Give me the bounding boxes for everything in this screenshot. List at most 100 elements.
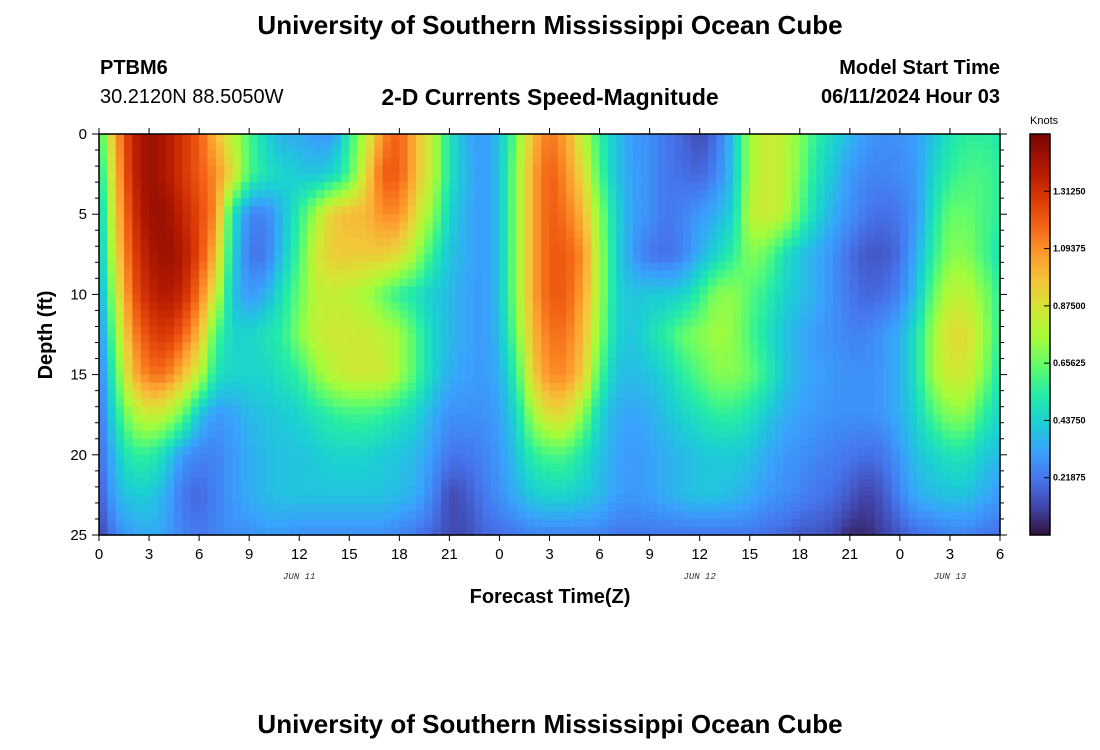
heatmap-cell	[949, 222, 959, 231]
heatmap-cell	[516, 382, 526, 392]
heatmap-cell	[149, 446, 158, 456]
heatmap-cell	[541, 470, 551, 480]
heatmap-cell	[290, 502, 300, 512]
heatmap-cell	[357, 134, 367, 143]
heatmap-cell	[933, 278, 943, 287]
heatmap-cell	[749, 294, 759, 304]
heatmap-cell	[949, 230, 959, 239]
heatmap-cell	[824, 382, 834, 392]
heatmap-cell	[140, 182, 150, 191]
heatmap-cell	[132, 150, 142, 159]
heatmap-cell	[349, 462, 359, 472]
heatmap-cell	[649, 174, 659, 183]
heatmap-cell	[791, 214, 801, 223]
heatmap-cell	[365, 422, 375, 432]
heatmap-cell	[374, 430, 384, 440]
heatmap-cell	[249, 350, 259, 360]
heatmap-cell	[374, 454, 384, 464]
heatmap-cell	[107, 438, 117, 448]
heatmap-cell	[691, 206, 701, 215]
heatmap-cell	[824, 422, 834, 432]
heatmap-cell	[858, 494, 868, 504]
heatmap-cell	[374, 414, 384, 424]
heatmap-cell	[974, 198, 984, 207]
heatmap-cell	[766, 278, 776, 287]
heatmap-cell	[115, 310, 125, 320]
heatmap-cell	[424, 214, 434, 223]
heatmap-cell	[708, 390, 717, 400]
heatmap-cell	[224, 262, 234, 271]
heatmap-cell	[908, 158, 918, 167]
heatmap-cell	[541, 486, 551, 496]
heatmap-cell	[199, 462, 209, 472]
heatmap-cell	[699, 150, 709, 159]
heatmap-cell	[165, 438, 175, 448]
heatmap-cell	[924, 190, 934, 199]
heatmap-cell	[449, 158, 459, 167]
heatmap-cell	[149, 286, 158, 295]
heatmap-cell	[758, 270, 767, 279]
heatmap-cell	[407, 302, 417, 312]
heatmap-cell	[99, 302, 108, 312]
heatmap-cell	[107, 454, 117, 464]
heatmap-cell	[140, 390, 150, 400]
heatmap-cell	[899, 318, 909, 328]
heatmap-cell	[165, 366, 175, 376]
heatmap-cell	[874, 206, 884, 215]
heatmap-cell	[874, 270, 884, 279]
heatmap-cell	[566, 406, 576, 416]
heatmap-cell	[724, 246, 734, 255]
heatmap-cell	[265, 390, 275, 400]
heatmap-cell	[207, 166, 217, 175]
heatmap-cell	[374, 390, 384, 400]
heatmap-cell	[157, 358, 167, 368]
heatmap-cell	[874, 382, 884, 392]
heatmap-cell	[891, 142, 901, 151]
heatmap-cell	[758, 406, 767, 416]
heatmap-cell	[958, 350, 968, 360]
heatmap-cell	[741, 262, 751, 271]
heatmap-cell	[566, 390, 576, 400]
heatmap-cell	[883, 270, 893, 279]
heatmap-cell	[783, 254, 793, 263]
heatmap-cell	[207, 246, 217, 255]
heatmap-cell	[299, 270, 309, 279]
heatmap-cell	[724, 182, 734, 191]
heatmap-cell	[816, 462, 826, 472]
heatmap-cell	[908, 438, 918, 448]
heatmap-cell	[741, 390, 751, 400]
heatmap-cell	[340, 166, 350, 175]
heatmap-cell	[783, 462, 793, 472]
heatmap-cell	[541, 414, 551, 424]
heatmap-cell	[766, 294, 776, 304]
heatmap-cell	[708, 174, 717, 183]
heatmap-cell	[833, 174, 843, 183]
heatmap-cell	[107, 238, 117, 247]
heatmap-cell	[791, 190, 801, 199]
heatmap-cell	[290, 294, 300, 304]
heatmap-cell	[466, 286, 476, 295]
heatmap-cell	[257, 206, 267, 215]
heatmap-cell	[107, 342, 117, 352]
heatmap-cell	[115, 230, 125, 239]
heatmap-cell	[749, 350, 759, 360]
heatmap-cell	[924, 470, 934, 480]
heatmap-cell	[624, 230, 634, 239]
heatmap-cell	[632, 494, 642, 504]
heatmap-cell	[766, 398, 776, 408]
heatmap-cell	[574, 454, 584, 464]
heatmap-cell	[107, 358, 117, 368]
heatmap-cell	[274, 166, 284, 175]
heatmap-cell	[716, 438, 726, 448]
heatmap-cell	[766, 174, 776, 183]
heatmap-cell	[315, 374, 325, 384]
heatmap-cell	[390, 470, 400, 480]
heatmap-cell	[607, 462, 617, 472]
heatmap-cell	[699, 238, 709, 247]
heatmap-cell	[124, 262, 133, 271]
heatmap-cell	[858, 158, 868, 167]
heatmap-cell	[315, 238, 325, 247]
heatmap-cell	[466, 406, 476, 416]
heatmap-cell	[841, 438, 851, 448]
heatmap-cell	[315, 294, 325, 304]
